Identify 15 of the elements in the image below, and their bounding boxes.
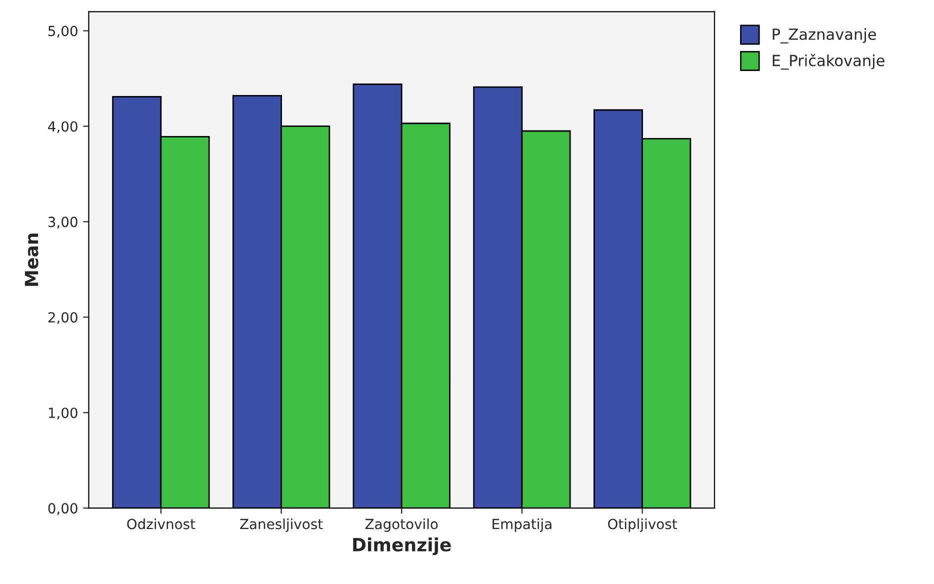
x-tick-label: Otipljivost — [608, 518, 677, 532]
y-tick-label: 1,00 — [48, 408, 78, 420]
x-tick-label: Odzivnost — [127, 518, 196, 530]
legend-label: E_Pričakovanje — [772, 54, 884, 70]
y-tick-label: 4,00 — [48, 121, 78, 134]
y-tick-label: 0,00 — [48, 503, 78, 515]
y-tick-label: 3,00 — [48, 216, 78, 229]
x-tick-label: Empatija — [492, 518, 552, 532]
x-axis-title: Dimenzije — [353, 537, 451, 556]
y-axis-title: Mean — [24, 234, 38, 286]
legend-label: P_Zaznavanje — [772, 28, 876, 44]
y-tick-label: 2,00 — [48, 312, 78, 324]
x-tick-label: Zanesljivost — [240, 518, 323, 532]
y-tick-label: 5,00 — [48, 26, 78, 38]
x-tick-label: Zagotovilo — [365, 518, 438, 532]
